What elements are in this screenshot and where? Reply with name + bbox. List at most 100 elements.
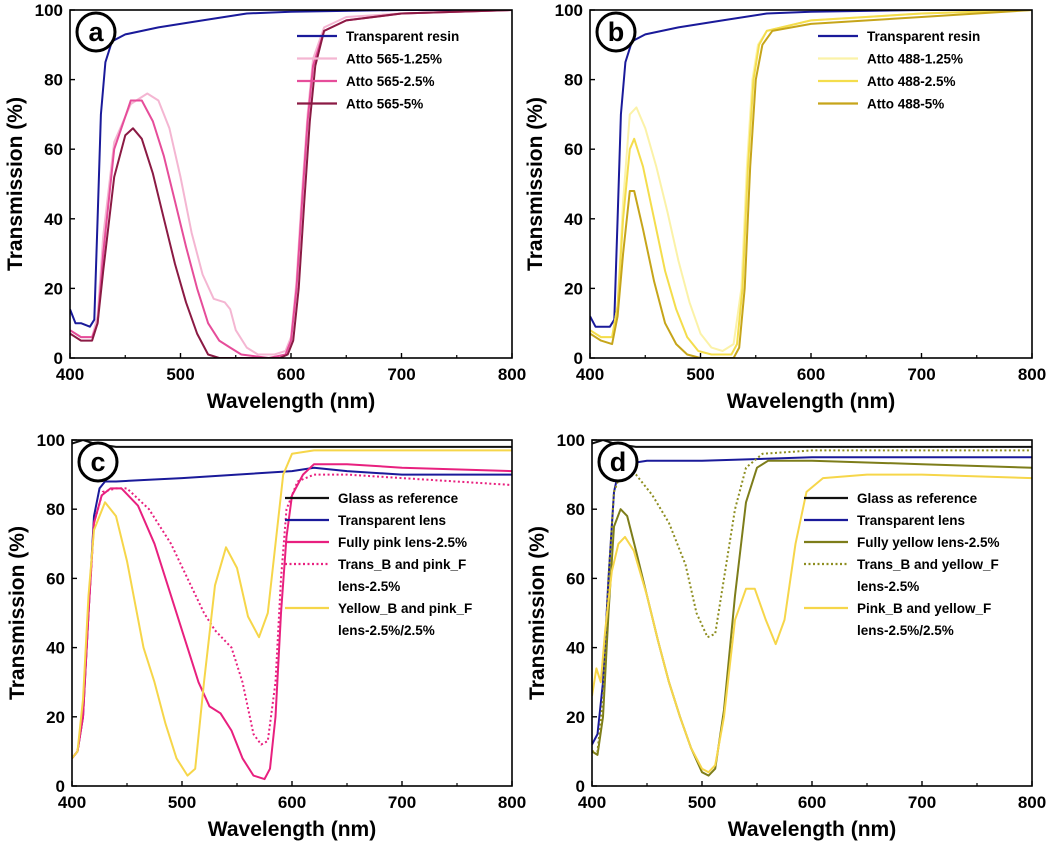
- y-tick-label: 20: [564, 279, 583, 298]
- panel-c: 400 500 600 700 800 0 20 40 60 80 100 Wavelength (n…: [6, 431, 526, 841]
- legend-label: Fully yellow lens-2.5%: [857, 535, 1000, 550]
- x-tick-label: 500: [168, 793, 196, 812]
- y-tick-label: 20: [566, 708, 585, 727]
- series-line: [590, 10, 1032, 328]
- series-line: [590, 10, 1032, 356]
- x-tick-label: 800: [498, 365, 526, 384]
- legend-label: Glass as reference: [857, 491, 978, 506]
- series-line: [592, 440, 1032, 448]
- legend-label: Atto 488-2.5%: [867, 74, 956, 89]
- y-tick-label: 0: [574, 349, 583, 368]
- y-tick-label: 80: [46, 500, 65, 519]
- series-line: [592, 473, 1032, 774]
- legend: Transparent resin Atto 565-1.25% Atto 565-…: [297, 29, 459, 112]
- legend-label: Trans_B and pink_F lens-2.5%: [338, 557, 466, 594]
- y-tick-label: 40: [566, 639, 585, 658]
- legend-label: Atto 488-1.25%: [867, 52, 963, 67]
- y-axis-label: Transmission (%): [524, 97, 547, 271]
- series-line: [72, 473, 512, 759]
- y-tick-label: 80: [44, 71, 63, 90]
- legend-label: Atto 565-1.25%: [346, 52, 442, 67]
- legend-label: Trans_B and yellow_F lens-2.5%: [857, 557, 999, 594]
- y-tick-label: 60: [566, 569, 585, 588]
- legend-label: Pink_B and yellow_F lens-2.5%/2.5%: [857, 601, 991, 638]
- x-tick-label: 500: [688, 793, 716, 812]
- series-line: [590, 10, 1032, 352]
- panel-label-circle: [75, 11, 117, 53]
- series-line: [70, 10, 512, 358]
- series-line: [70, 10, 512, 358]
- panel-label: a: [88, 17, 104, 47]
- x-tick-label: 600: [798, 793, 826, 812]
- panel-label: d: [610, 447, 627, 477]
- y-tick-label: 0: [576, 777, 585, 796]
- y-tick-label: 100: [35, 1, 63, 20]
- legend: Glass as reference Transparent lens Fully …: [285, 491, 472, 638]
- x-tick-label: 700: [388, 793, 416, 812]
- y-tick-label: 40: [46, 639, 65, 658]
- panel-b: 400 500 600 700 800 0 20 40 60 80 100 Wavelength (n…: [524, 1, 1046, 413]
- x-axis-label: Wavelength (nm): [728, 818, 896, 841]
- series-line: [590, 10, 1032, 358]
- legend-label: Transparent lens: [338, 513, 446, 528]
- series-line: [592, 459, 1032, 777]
- series-line: [72, 449, 512, 777]
- y-tick-label: 100: [37, 431, 65, 450]
- x-tick-label: 800: [1018, 365, 1046, 384]
- legend-label-line: Pink_B and yellow_F: [857, 601, 991, 616]
- panel-label: b: [608, 17, 625, 47]
- legend-label: Transparent resin: [346, 29, 459, 44]
- legend-label-line: Trans_B and pink_F: [338, 557, 466, 572]
- y-tick-label: 40: [564, 210, 583, 229]
- x-tick-label: 600: [278, 793, 306, 812]
- legend-label-line: lens-2.5%: [338, 579, 400, 594]
- x-axis-label: Wavelength (nm): [208, 818, 376, 841]
- series-line: [70, 10, 512, 356]
- x-tick-label: 600: [797, 365, 825, 384]
- legend-label: Yellow_B and pink_F lens-2.5%/2.5%: [338, 601, 472, 638]
- series-group: [72, 440, 512, 781]
- series-line: [70, 10, 512, 328]
- series-group: [70, 10, 512, 358]
- x-tick-label: 800: [1018, 793, 1046, 812]
- panel-a: 400 500 600 700 800 0 20 40 60 80 100 Wavelength (n…: [4, 1, 526, 413]
- plot-frame: [69, 9, 513, 359]
- legend-label: Atto 488-5%: [867, 97, 944, 112]
- x-tick-label: 700: [908, 793, 936, 812]
- y-tick-label: 100: [557, 431, 585, 450]
- y-tick-label: 60: [564, 140, 583, 159]
- y-axis-label: Transmission (%): [526, 526, 549, 700]
- panel-label: c: [90, 447, 105, 477]
- y-tick-label: 20: [44, 279, 63, 298]
- x-tick-label: 500: [166, 365, 194, 384]
- x-axis-label: Wavelength (nm): [727, 390, 895, 413]
- series-line: [72, 440, 512, 448]
- x-tick-label: 400: [56, 365, 84, 384]
- legend-label: Atto 565-2.5%: [346, 74, 435, 89]
- y-tick-label: 0: [56, 777, 65, 796]
- x-tick-label: 400: [58, 793, 86, 812]
- y-tick-label: 80: [566, 500, 585, 519]
- y-axis-label: Transmission (%): [4, 97, 27, 271]
- y-axis-label: Transmission (%): [6, 526, 29, 700]
- legend-label: Atto 565-5%: [346, 97, 423, 112]
- panel-label-circle: [595, 11, 637, 53]
- x-tick-label: 400: [576, 365, 604, 384]
- legend-label: Glass as reference: [338, 491, 459, 506]
- legend: Glass as reference Transparent lens Fully …: [804, 491, 1000, 638]
- panel-d: 400 500 600 700 800 0 20 40 60 80 100 Wavelength (n…: [526, 431, 1046, 841]
- y-tick-label: 60: [44, 140, 63, 159]
- x-tick-label: 800: [498, 793, 526, 812]
- x-tick-label: 500: [686, 365, 714, 384]
- y-tick-label: 60: [46, 569, 65, 588]
- x-tick-label: 700: [907, 365, 935, 384]
- legend-label: Transparent resin: [867, 29, 980, 44]
- legend: Transparent resin Atto 488-1.25% Atto 488-…: [818, 29, 980, 112]
- y-tick-label: 40: [44, 210, 63, 229]
- plot-frame: [589, 9, 1033, 359]
- y-tick-label: 20: [46, 708, 65, 727]
- y-tick-label: 100: [555, 1, 583, 20]
- panel-label-circle: [77, 441, 119, 483]
- legend-label-line: Trans_B and yellow_F: [857, 557, 999, 572]
